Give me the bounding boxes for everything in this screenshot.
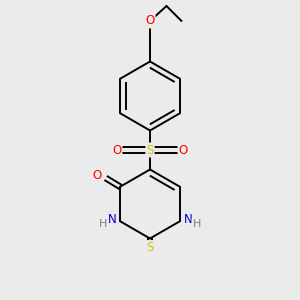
Text: N: N: [108, 213, 116, 226]
Text: S: S: [146, 241, 154, 254]
Text: N: N: [184, 213, 192, 226]
Text: S: S: [146, 143, 154, 157]
Text: O: O: [146, 14, 154, 28]
Text: H: H: [193, 219, 201, 229]
Text: O: O: [112, 143, 122, 157]
Text: H: H: [99, 219, 107, 229]
Text: O: O: [178, 143, 188, 157]
Text: O: O: [93, 169, 102, 182]
